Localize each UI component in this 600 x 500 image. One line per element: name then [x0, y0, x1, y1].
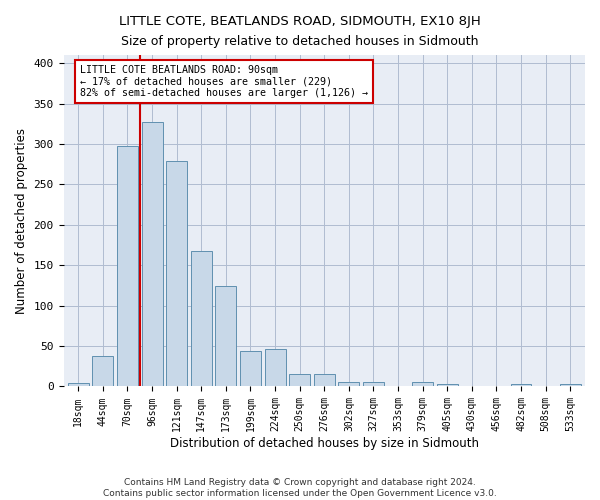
X-axis label: Distribution of detached houses by size in Sidmouth: Distribution of detached houses by size … — [170, 437, 479, 450]
Text: Size of property relative to detached houses in Sidmouth: Size of property relative to detached ho… — [121, 35, 479, 48]
Text: Contains HM Land Registry data © Crown copyright and database right 2024.
Contai: Contains HM Land Registry data © Crown c… — [103, 478, 497, 498]
Bar — [437, 384, 458, 386]
Bar — [166, 161, 187, 386]
Bar — [191, 250, 212, 386]
Bar — [560, 384, 581, 386]
Bar — [240, 351, 261, 386]
Bar — [117, 146, 138, 386]
Bar — [142, 122, 163, 386]
Bar — [68, 383, 89, 386]
Bar — [511, 384, 532, 386]
Bar — [412, 382, 433, 386]
Bar — [314, 374, 335, 386]
Bar — [338, 382, 359, 386]
Y-axis label: Number of detached properties: Number of detached properties — [15, 128, 28, 314]
Bar — [215, 286, 236, 386]
Text: LITTLE COTE, BEATLANDS ROAD, SIDMOUTH, EX10 8JH: LITTLE COTE, BEATLANDS ROAD, SIDMOUTH, E… — [119, 15, 481, 28]
Bar — [265, 350, 286, 387]
Bar — [363, 382, 384, 386]
Bar — [289, 374, 310, 386]
Text: LITTLE COTE BEATLANDS ROAD: 90sqm
← 17% of detached houses are smaller (229)
82%: LITTLE COTE BEATLANDS ROAD: 90sqm ← 17% … — [80, 64, 368, 98]
Bar — [92, 356, 113, 386]
